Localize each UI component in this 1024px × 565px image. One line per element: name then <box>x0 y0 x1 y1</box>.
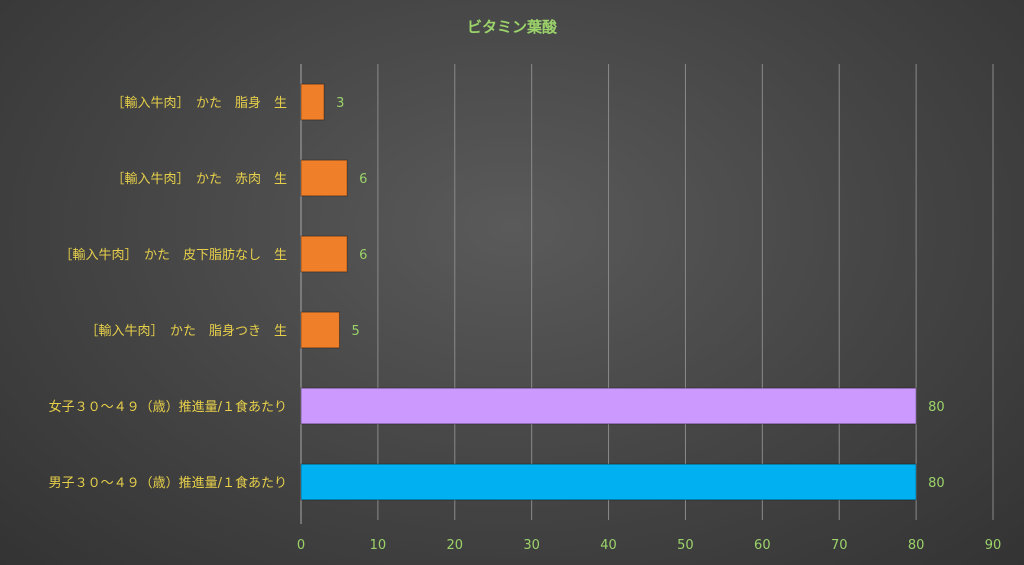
chart-title: ビタミン葉酸 <box>467 18 558 36</box>
x-tick-label: 0 <box>297 538 305 553</box>
category-label: ［輸入牛肉］ かた 脂身つき 生 <box>85 323 287 339</box>
category-label: ［輸入牛肉］ かた 赤肉 生 <box>111 172 287 187</box>
bar <box>300 387 917 425</box>
x-tick-label: 80 <box>908 538 925 553</box>
x-tick-label: 40 <box>600 538 617 553</box>
x-tick-label: 60 <box>754 538 771 553</box>
data-label: 80 <box>928 400 945 415</box>
bar <box>300 159 348 197</box>
category-label: 男子３０〜４９（歳）推進量/１食あたり <box>49 475 287 491</box>
x-tick-label: 20 <box>447 538 464 553</box>
x-tick-label: 10 <box>370 538 387 553</box>
bar <box>300 83 325 121</box>
gridlines <box>300 64 994 524</box>
bars <box>300 83 917 501</box>
data-label: 6 <box>359 248 367 263</box>
x-tick-label: 50 <box>677 538 694 553</box>
x-tick-label: 90 <box>985 538 1002 553</box>
category-label: ［輸入牛肉］ かた 皮下脂肪なし 生 <box>59 247 287 263</box>
x-tick-label: 70 <box>831 538 848 553</box>
data-label: 3 <box>336 96 344 111</box>
data-label: 80 <box>928 476 945 491</box>
bar <box>300 463 917 501</box>
category-label: 女子３０〜４９（歳）推進量/１食あたり <box>49 399 287 415</box>
data-label: 6 <box>359 172 367 187</box>
bar <box>300 311 340 349</box>
category-label: ［輸入牛肉］ かた 脂身 生 <box>111 95 287 111</box>
x-tick-label: 30 <box>523 538 540 553</box>
data-label: 5 <box>351 324 359 339</box>
bar <box>300 235 348 273</box>
labels: 0 10 20 30 40 50 60 70 80 90 ［輸入牛肉］ かた 脂身 生 3 ［輸入牛肉］… <box>49 95 1002 553</box>
